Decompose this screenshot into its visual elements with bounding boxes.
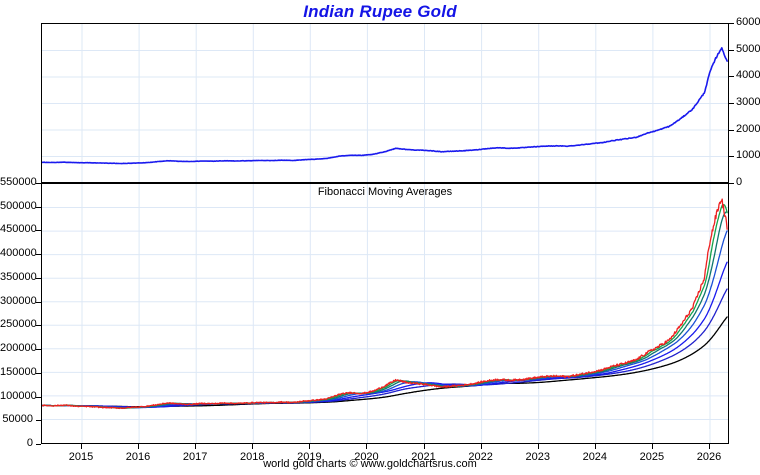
left-axis-label: 50000 <box>2 413 33 426</box>
right-axis-tick <box>729 183 734 184</box>
left-axis-tick <box>36 230 41 232</box>
x-axis-label: 2019 <box>297 451 322 463</box>
x-axis-tick <box>195 444 197 449</box>
x-axis-label: 2018 <box>240 451 265 463</box>
x-axis-label: 2025 <box>639 451 665 463</box>
right-axis-tick <box>729 156 734 158</box>
left-axis-label: 300000 <box>0 294 37 307</box>
right-axis-label: 600000 <box>736 16 760 28</box>
left-axis-tick <box>36 254 41 256</box>
left-axis-label: 150000 <box>0 365 37 378</box>
left-axis-label: 250000 <box>0 318 37 331</box>
price-panel-plot <box>42 24 728 183</box>
x-axis-tick <box>594 444 596 449</box>
left-axis-label: 100000 <box>0 389 37 402</box>
left-axis-label: 0 <box>26 437 33 449</box>
source-credit: world gold charts © www.goldchartsrus.co… <box>263 458 477 470</box>
x-axis-tick <box>709 444 711 449</box>
left-axis-tick <box>36 277 41 279</box>
left-axis-tick <box>36 301 41 303</box>
right-axis-label: 500000 <box>736 42 760 55</box>
price-panel <box>41 23 729 184</box>
x-axis-tick <box>309 444 311 449</box>
right-axis-tick <box>729 49 734 51</box>
right-axis-tick <box>729 129 734 131</box>
left-axis-label: 400000 <box>0 247 37 260</box>
x-axis-tick <box>423 444 425 449</box>
x-axis-tick <box>651 444 653 449</box>
x-axis-label: 2022 <box>468 451 493 463</box>
right-axis-label: 200000 <box>736 122 760 135</box>
x-axis-label: 2026 <box>696 451 722 463</box>
fib-ma-panel-plot <box>42 184 728 443</box>
x-axis-label: 2023 <box>525 451 550 463</box>
x-axis-label: 2021 <box>411 451 436 463</box>
left-axis-label: 350000 <box>0 270 37 283</box>
right-axis-tick <box>729 23 734 24</box>
left-axis-tick <box>36 349 41 351</box>
x-axis-label: 2015 <box>68 451 94 463</box>
fibonacci-moving-averages-panel <box>41 183 729 444</box>
x-axis-tick <box>537 444 539 449</box>
left-axis-label: 500000 <box>0 199 37 212</box>
x-axis-label: 2016 <box>125 451 151 463</box>
left-axis-label: 550000 <box>0 176 37 188</box>
right-axis-label: 400000 <box>736 69 760 82</box>
left-axis-label: 200000 <box>0 342 37 355</box>
left-axis-tick <box>36 183 41 184</box>
chart-title: Indian Rupee Gold <box>303 2 457 21</box>
x-axis-label: 2017 <box>182 451 208 463</box>
right-axis-label: 100000 <box>736 149 760 162</box>
right-axis-tick <box>729 103 734 104</box>
x-axis-tick <box>480 444 482 449</box>
fib-ma-panel-label: Fibonacci Moving Averages <box>317 186 453 198</box>
x-axis-tick <box>138 444 140 449</box>
left-axis-tick <box>36 444 41 445</box>
left-axis-label: 450000 <box>0 223 37 236</box>
right-axis-label: 300000 <box>736 96 760 108</box>
x-axis-label: 2020 <box>354 451 379 463</box>
left-axis-tick <box>36 206 41 208</box>
right-axis-tick <box>729 76 734 78</box>
right-axis-label: 0 <box>736 176 743 188</box>
left-axis-tick <box>36 325 41 327</box>
left-axis-tick <box>36 396 41 398</box>
x-axis-label: 2024 <box>582 451 608 463</box>
left-axis-tick <box>36 420 41 422</box>
x-axis-tick <box>366 444 368 449</box>
x-axis-tick <box>80 444 82 449</box>
x-axis-tick <box>252 444 254 449</box>
left-axis-tick <box>36 372 41 374</box>
